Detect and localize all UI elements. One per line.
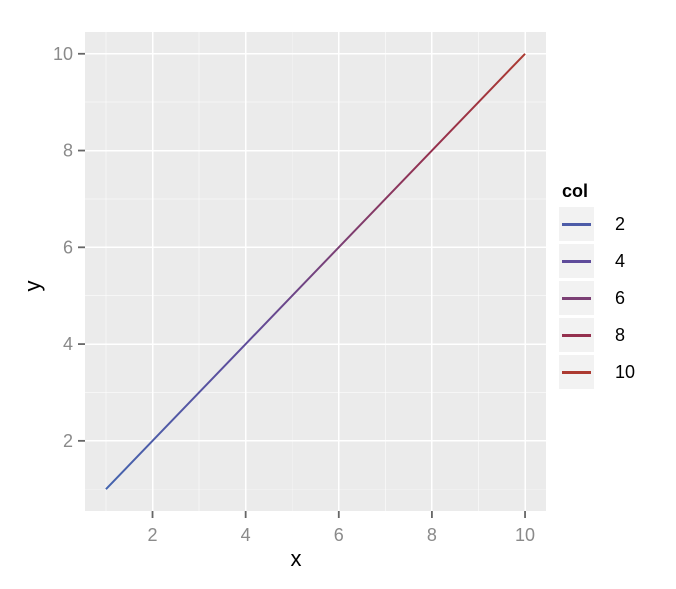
legend-title: col	[562, 181, 589, 201]
legend-item-label: 2	[615, 214, 626, 234]
legend-key	[559, 355, 594, 389]
x-tick-label: 8	[427, 525, 437, 545]
legend-key	[559, 281, 594, 315]
x-tick-label: 6	[334, 525, 344, 545]
legend-key	[559, 318, 594, 352]
plot-panel	[85, 32, 546, 511]
y-tick-label: 8	[63, 141, 73, 161]
legend-item: 2	[559, 207, 635, 241]
legend-key	[559, 244, 594, 278]
legend-key-line	[562, 370, 591, 374]
y-tick-label: 2	[63, 431, 73, 451]
legend-key-line	[562, 333, 591, 337]
y-tick-label: 4	[63, 334, 73, 354]
x-tick-label: 10	[515, 525, 535, 545]
legend-item-label: 10	[615, 362, 636, 382]
x-axis-title: x	[291, 546, 302, 571]
y-tick-label: 10	[53, 44, 73, 64]
legend-key-line	[562, 296, 591, 300]
data-line	[105, 53, 526, 490]
legend-item: 8	[559, 318, 635, 352]
legend-item: 6	[559, 281, 635, 315]
legend-items: 2 4 6 8 10	[559, 207, 635, 392]
legend-item: 10	[559, 355, 635, 389]
legend: col 2 4 6 8 10	[559, 182, 635, 392]
x-tick-label: 2	[148, 525, 158, 545]
legend-item-label: 8	[615, 325, 626, 345]
legend-item-label: 4	[615, 251, 626, 271]
y-axis-title: y	[20, 281, 45, 292]
legend-item: 4	[559, 244, 635, 278]
legend-item-label: 6	[615, 288, 626, 308]
legend-key-line	[562, 259, 591, 263]
y-tick-label: 6	[63, 237, 73, 257]
legend-key	[559, 207, 594, 241]
legend-key-line	[562, 222, 591, 226]
axes: 2 4 6 8 10 2 4 6 8 10	[53, 44, 535, 545]
x-tick-label: 4	[241, 525, 251, 545]
